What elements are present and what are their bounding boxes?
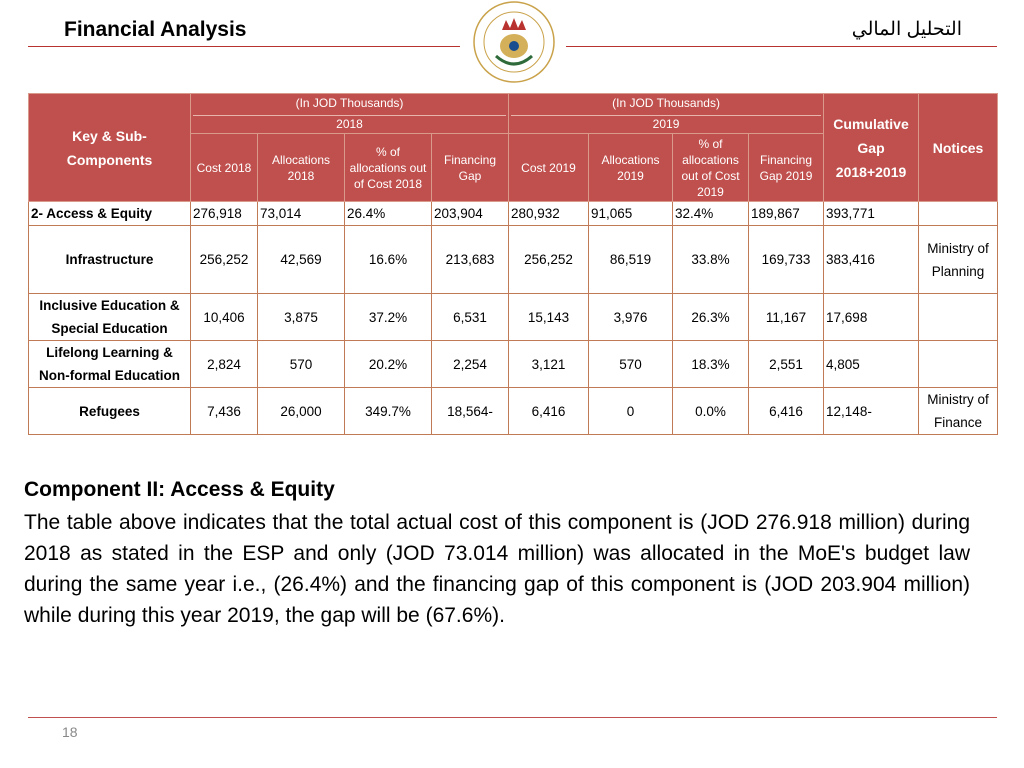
cell: 10,406 <box>190 293 258 341</box>
cell: 32.4% <box>672 201 750 226</box>
cell: 570 <box>257 340 345 388</box>
cell: 2,551 <box>748 340 825 388</box>
sub-header: Financing Gap <box>430 133 510 202</box>
cell: 11,167 <box>748 293 825 341</box>
table-row: Infrastructure 256,252 42,569 16.6% 213,683 2… <box>28 225 999 294</box>
cell: 20.2% <box>344 340 432 388</box>
cell: 7,436 <box>190 387 258 435</box>
sub-header: Allocations 2019 <box>588 133 674 202</box>
cell: 3,976 <box>588 293 674 341</box>
cell: 18.3% <box>672 340 750 388</box>
data-table: Key & Sub-Components (In JOD Thousands) 2… <box>28 93 999 435</box>
title-ar: التحليل المالي <box>851 19 962 40</box>
unit: (In JOD Thousands) <box>511 95 822 116</box>
table-row: Refugees 7,436 26,000 349.7% 18,564- 6,416 0 0.… <box>28 387 999 435</box>
cell: 3,875 <box>257 293 345 341</box>
cell: 256,252 <box>508 225 590 294</box>
row-label: Lifelong Learning & Non-formal Education <box>28 340 191 388</box>
cell <box>918 340 999 388</box>
header-rule <box>28 46 460 47</box>
group-2018: (In JOD Thousands) 2018 <box>189 93 510 134</box>
cell: 2,824 <box>190 340 258 388</box>
year: 2018 <box>336 117 363 131</box>
cell: 4,805 <box>823 340 920 388</box>
cell: 393,771 <box>823 201 920 226</box>
key-header: Key & Sub-Components <box>28 93 191 202</box>
row-label: Inclusive Education & Special Education <box>28 293 191 341</box>
cell: 2,254 <box>430 340 510 388</box>
cell: 276,918 <box>190 201 258 226</box>
row-label: 2- Access & Equity <box>28 201 191 226</box>
cell: 6,416 <box>748 387 825 435</box>
cell: 189,867 <box>748 201 825 226</box>
cell <box>918 293 999 341</box>
cell: 3,121 <box>508 340 590 388</box>
cell: 280,932 <box>508 201 590 226</box>
cell: 12,148- <box>823 387 920 435</box>
table-row: Lifelong Learning & Non-formal Education… <box>28 340 999 388</box>
table-row: Inclusive Education & Special Education 1… <box>28 293 999 341</box>
cell: 15,143 <box>508 293 590 341</box>
group-2019: (In JOD Thousands) 2019 <box>508 93 825 134</box>
cell: Ministry of Planning <box>918 225 999 294</box>
cell: 18,564- <box>430 387 510 435</box>
cell: 213,683 <box>430 225 510 294</box>
notices-header: Notices <box>918 93 999 202</box>
page-number: 18 <box>62 724 78 740</box>
cell: 91,065 <box>588 201 674 226</box>
row-label: Refugees <box>28 387 191 435</box>
year: 2019 <box>652 117 680 131</box>
row-label: Infrastructure <box>28 225 191 294</box>
cell: 0.0% <box>672 387 750 435</box>
header-rule <box>566 46 997 47</box>
sub-header: % of allocations out of Cost 2019 <box>672 133 750 202</box>
cumulative-header: Cumulative Gap 2018+2019 <box>823 93 920 202</box>
cell: 42,569 <box>257 225 345 294</box>
section-heading: Component II: Access & Equity <box>24 478 335 501</box>
paragraph: The table above indicates that the total… <box>24 511 970 627</box>
sub-header: Cost 2019 <box>508 133 590 202</box>
cell: 0 <box>588 387 674 435</box>
footer-rule <box>28 717 997 718</box>
cell: 33.8% <box>672 225 750 294</box>
cell: 17,698 <box>823 293 920 341</box>
cell <box>918 201 999 226</box>
emblem <box>473 1 555 83</box>
cell: 6,416 <box>508 387 590 435</box>
cell: 86,519 <box>588 225 674 294</box>
cell: 169,733 <box>748 225 825 294</box>
table-row: 2- Access & Equity 276,918 73,014 26.4% 203,… <box>28 201 999 226</box>
cell: 256,252 <box>190 225 258 294</box>
cell: 26,000 <box>257 387 345 435</box>
cell: 203,904 <box>430 201 510 226</box>
cell: 37.2% <box>344 293 432 341</box>
cell: Ministry of Finance <box>918 387 999 435</box>
cell: 26.4% <box>344 201 432 226</box>
sub-header: Financing Gap 2019 <box>748 133 825 202</box>
unit: (In JOD Thousands) <box>193 95 507 116</box>
cell: 26.3% <box>672 293 750 341</box>
cell: 349.7% <box>344 387 432 435</box>
cell: 570 <box>588 340 674 388</box>
cell: 383,416 <box>823 225 920 294</box>
sub-header: Allocations 2018 <box>257 133 345 202</box>
sub-header: Cost 2018 <box>190 133 258 202</box>
cell: 6,531 <box>430 293 510 341</box>
sub-header: % of allocations out of Cost 2018 <box>344 133 432 202</box>
cell: 16.6% <box>344 225 432 294</box>
cell: 73,014 <box>257 201 345 226</box>
title: Financial Analysis <box>64 18 247 41</box>
